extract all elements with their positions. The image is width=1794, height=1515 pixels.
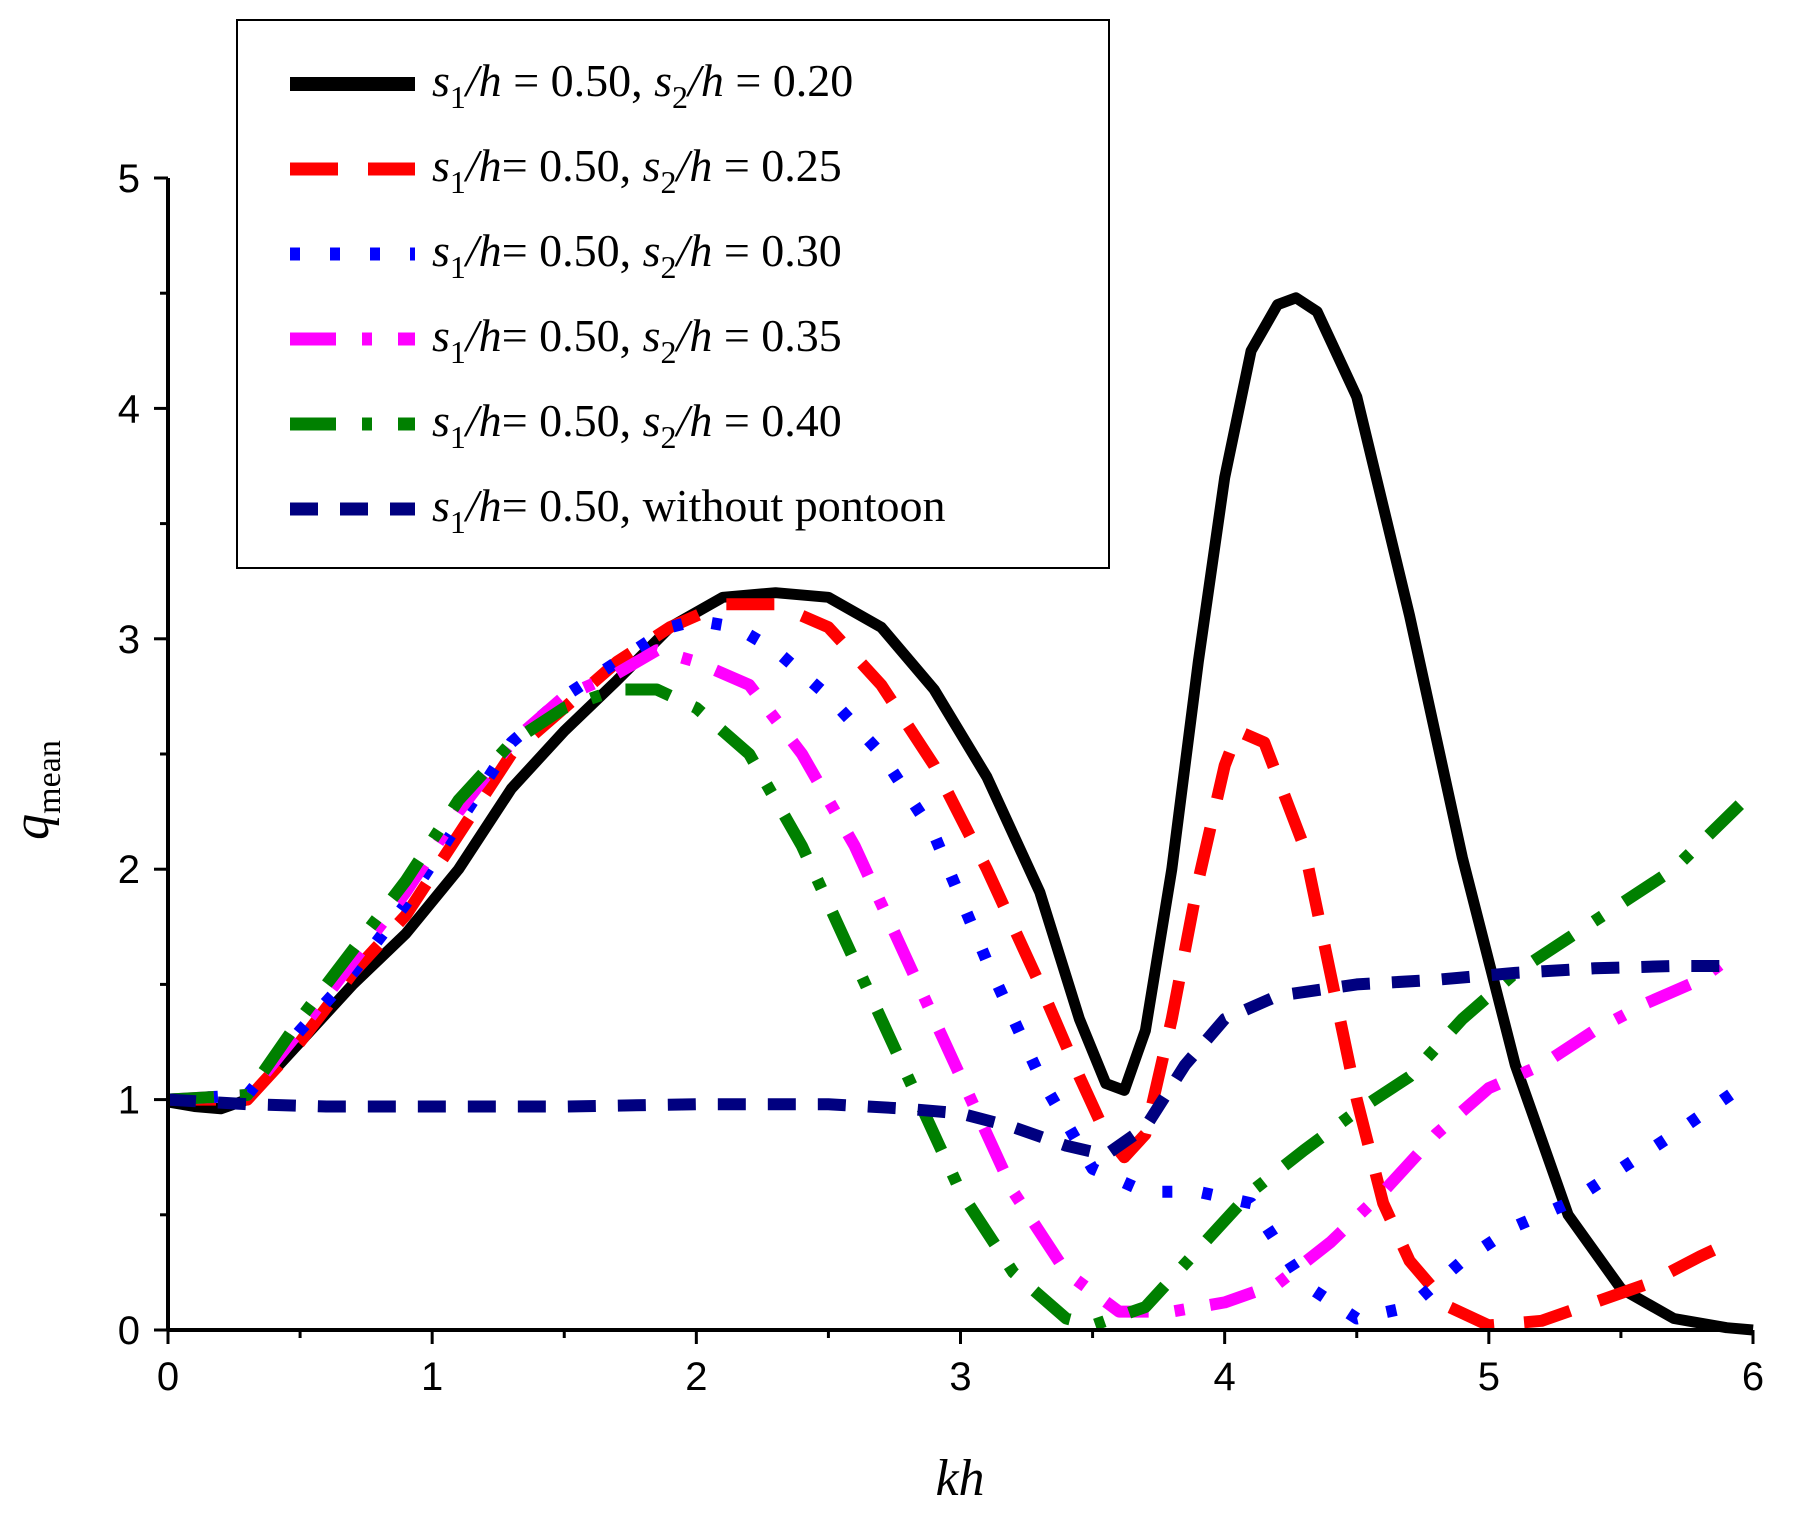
x-tick-label-6: 6 (1742, 1355, 1764, 1399)
y-tick-label-1: 1 (118, 1079, 140, 1123)
y-tick-label-3: 3 (118, 618, 140, 662)
x-tick-label-5: 5 (1478, 1355, 1500, 1399)
series-line-4 (167, 644, 1744, 1318)
y-axis-title-sub: mean (31, 740, 68, 814)
y-axis-title: qmean (3, 740, 68, 840)
x-axis-title: kh (935, 1450, 984, 1507)
series-line-5 (167, 683, 1744, 1332)
legend: s1/h = 0.50, s2/h = 0.20 s1/h= 0.50, s2/h… (236, 19, 1110, 569)
y-tick-label-2: 2 (118, 848, 140, 892)
y-tick-label-5: 5 (118, 157, 140, 201)
x-tick-label-2: 2 (685, 1355, 707, 1399)
legend-box (236, 19, 1110, 569)
series-layer (167, 292, 1754, 1336)
x-tick-label-1: 1 (421, 1355, 443, 1399)
ticks-layer: 0 1 2 3 4 5 6 0 1 2 3 4 5 (118, 157, 1764, 1399)
legend-label-5: s1/h= 0.50, s2/h = 0.40 (432, 395, 842, 455)
x-tick-label-4: 4 (1214, 1355, 1236, 1399)
y-axis-title-main: q (3, 814, 60, 840)
x-tick-label-0: 0 (157, 1355, 179, 1399)
legend-label-6: s1/h= 0.50, without pontoon (432, 480, 945, 540)
legend-label-1: s1/h = 0.50, s2/h = 0.20 (432, 55, 853, 115)
legend-items: s1/h = 0.50, s2/h = 0.20 s1/h= 0.50, s2/h… (290, 55, 945, 540)
series-line-1 (167, 292, 1754, 1336)
series-line-6 (167, 960, 1740, 1161)
y-tick-label-0: 0 (118, 1309, 140, 1353)
legend-label-4: s1/h= 0.50, s2/h = 0.35 (432, 310, 842, 370)
x-tick-label-3: 3 (949, 1355, 971, 1399)
legend-label-3: s1/h= 0.50, s2/h = 0.30 (432, 225, 842, 285)
y-tick-label-4: 4 (118, 387, 140, 431)
legend-label-2: s1/h= 0.50, s2/h = 0.25 (432, 140, 842, 200)
